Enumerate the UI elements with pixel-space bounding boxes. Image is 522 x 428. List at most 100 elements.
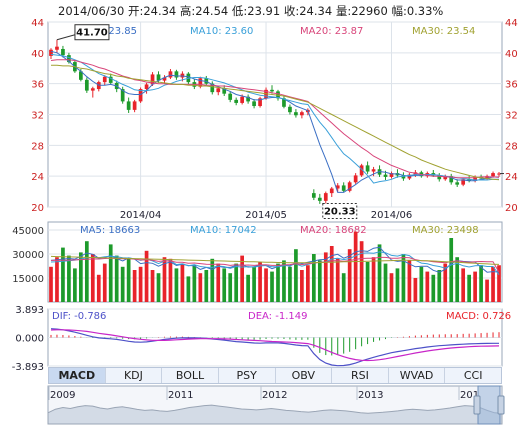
candle-body (174, 71, 179, 78)
timeline-year-label: 2013 (358, 390, 383, 401)
indicator-tabs: MACD KDJ BOLL PSY OBV RSI WVAD CCI (48, 367, 502, 384)
candle-body (216, 88, 221, 93)
candle-body (84, 79, 89, 91)
candle-body (497, 173, 501, 175)
tab-obv[interactable]: OBV (276, 368, 333, 383)
volume-bar (425, 271, 430, 302)
max-annotation: 41.70 (76, 28, 108, 39)
tab-boll[interactable]: BOLL (162, 368, 219, 383)
timeline-left-handle (473, 395, 481, 415)
macd-value-legend: MACD: 0.726 (446, 311, 511, 322)
price-tick-right: 44 (505, 18, 518, 29)
timeline-selection-window (477, 385, 501, 425)
candle-body (455, 182, 460, 185)
volume-bar (467, 274, 471, 302)
volume-bar (311, 254, 316, 302)
candle-body (252, 101, 256, 107)
candle-body (150, 74, 155, 85)
candle-body (79, 71, 83, 80)
candle-body (162, 77, 167, 81)
volume-bar (138, 266, 143, 302)
macd-line (50, 328, 499, 367)
candle-body (210, 83, 215, 93)
tab-rsi[interactable]: RSI (332, 368, 389, 383)
candle-body (311, 193, 316, 198)
timeline-right-handle (497, 395, 505, 415)
volume-tick: 45000 (12, 226, 44, 237)
volume-ma-legend: MA10: 17042 (190, 225, 257, 236)
volume-ma-legend: MA20: 18682 (300, 225, 367, 236)
candle-body (246, 96, 250, 102)
price-tick-left: 36 (31, 80, 44, 91)
volume-bar (150, 270, 155, 302)
candle-body (132, 101, 137, 110)
volume-bar (228, 273, 233, 302)
volume-bar (174, 268, 179, 302)
price-ma-legend: MA20: 23.87 (300, 26, 363, 37)
price-tick-right: 32 (505, 111, 518, 122)
tab-wvad[interactable]: WVAD (389, 368, 446, 383)
tab-macd[interactable]: MACD (49, 368, 106, 383)
candle-body (335, 185, 340, 189)
volume-bar (132, 270, 137, 302)
price-tick-right: 24 (505, 172, 518, 183)
candle-body (329, 188, 334, 194)
price-tick-right: 36 (505, 80, 518, 91)
price-ma-legend: MA10: 23.60 (190, 26, 253, 37)
candle-body (491, 173, 495, 177)
max-annotation-box (74, 24, 110, 41)
tab-psy[interactable]: PSY (219, 368, 276, 383)
volume-bar (437, 270, 442, 302)
volume-tick: 15000 (12, 274, 44, 285)
volume-bar (49, 266, 53, 302)
volume-bar (353, 231, 358, 302)
min-annotation: 20.33 (324, 206, 356, 217)
tab-cci[interactable]: CCI (463, 369, 483, 382)
volume-bar (395, 268, 400, 302)
candle-body (240, 96, 244, 103)
volume-bar (67, 255, 71, 302)
quote-header: 2014/06/30 开:24.34 高:24.54 低:23.91 收:24.… (58, 3, 443, 19)
volume-bar (156, 273, 161, 302)
candle-body (437, 175, 442, 180)
volume-bar (216, 263, 221, 302)
candle-body (288, 106, 292, 113)
volume-bar (252, 266, 256, 302)
volume-bar (162, 257, 167, 302)
open-label: 开: (127, 4, 144, 18)
volume-bar (120, 266, 125, 302)
change-label: 幅: (391, 4, 407, 18)
volume-bar (341, 273, 346, 302)
date-tick-label: 2014/04 (120, 210, 162, 221)
macd-tick: -3.893 (12, 362, 44, 373)
volume-bar (55, 257, 59, 302)
volume-bar (90, 254, 95, 302)
candle-body (300, 112, 304, 116)
candle-body (61, 48, 65, 56)
volume-ma-legend: MA5: 18663 (80, 225, 140, 236)
low-value: 23.91 (247, 4, 281, 18)
candle-body (168, 71, 173, 78)
tab-kdj[interactable]: KDJ (106, 368, 163, 383)
volume-bar (198, 273, 203, 302)
volume-bar (401, 254, 406, 302)
date-tick-label: 2014/06 (371, 210, 413, 221)
macd-dea-legend: DEA: -1.149 (248, 311, 307, 322)
volume-value: 22960 (351, 4, 388, 18)
macd-dif-legend: DIF: -0.786 (52, 311, 106, 322)
volume-ma-line (50, 251, 500, 275)
candle-body (365, 165, 370, 172)
volume-bar (61, 247, 65, 302)
volume-bar (126, 258, 131, 302)
timeline-year-label: 2009 (50, 390, 75, 401)
candle-body (461, 179, 466, 185)
volume-tick: 30000 (12, 250, 44, 261)
price-tick-left: 44 (31, 18, 44, 29)
min-annotation-box (322, 202, 358, 219)
volume-bar (491, 266, 495, 302)
volume-bar (144, 250, 149, 302)
price-tick-left: 20 (31, 203, 44, 214)
volume-bar (323, 252, 328, 302)
volume-bar (497, 265, 501, 302)
